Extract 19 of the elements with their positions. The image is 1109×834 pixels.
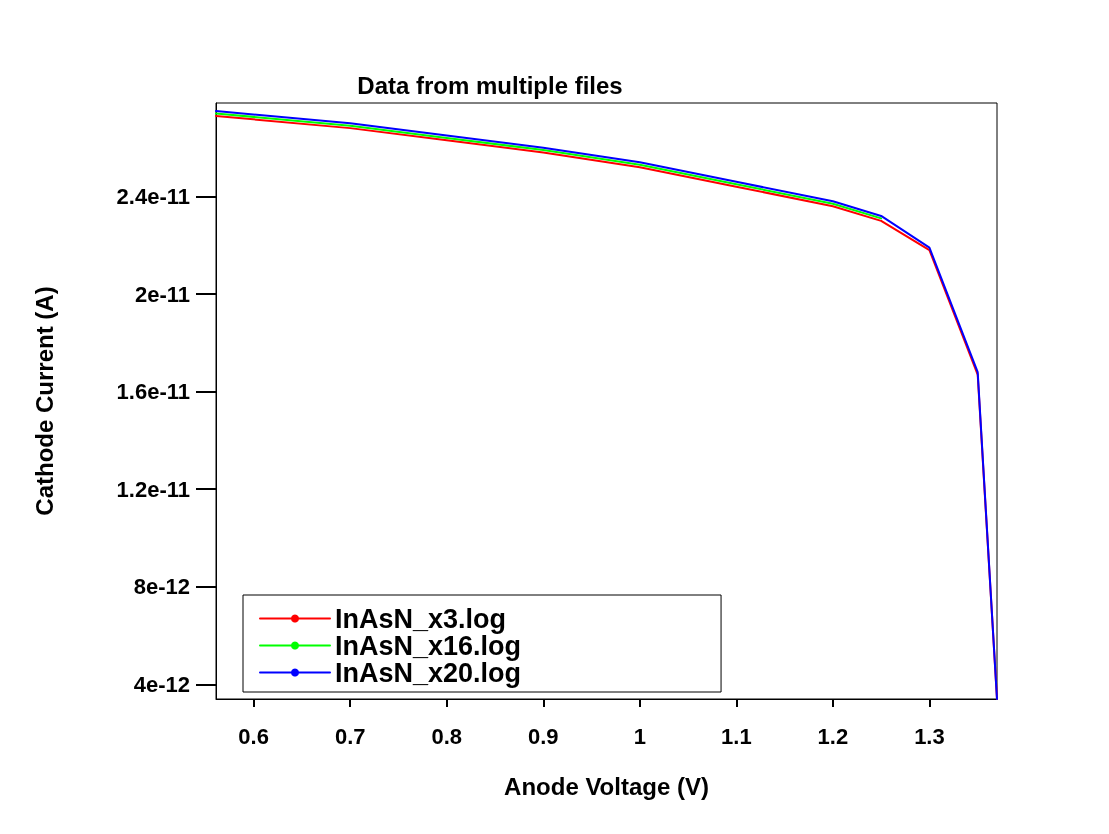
x-tick-label: 1.2 [817, 723, 849, 749]
x-tick-label: 1 [633, 723, 646, 749]
y-tick-label: 2.4e-11 [116, 183, 190, 209]
x-tick-label: 1.1 [721, 723, 752, 749]
y-axis-title: Cathode Current (A) [30, 286, 58, 516]
y-tick-label: 1.2e-11 [116, 476, 190, 502]
y-tick-label: 4e-12 [133, 671, 190, 697]
y-tick-label: 2e-11 [134, 281, 190, 307]
x-tick-label: 0.7 [334, 723, 366, 749]
x-tick-label: 0.9 [527, 723, 559, 749]
chart-subtitle: Data from multiple files [357, 71, 623, 99]
y-tick-label: 1.6e-11 [116, 379, 190, 405]
x-tick-label: 0.8 [431, 723, 463, 749]
x-tick-label: 1.3 [914, 723, 945, 749]
legend-label: InAsN_x3.log [335, 603, 507, 634]
x-tick-label: 0.6 [238, 723, 269, 749]
line-series [215, 112, 883, 220]
y-tick-label: 8e-12 [133, 574, 190, 600]
x-axis-title: Anode Voltage (V) [504, 772, 709, 800]
